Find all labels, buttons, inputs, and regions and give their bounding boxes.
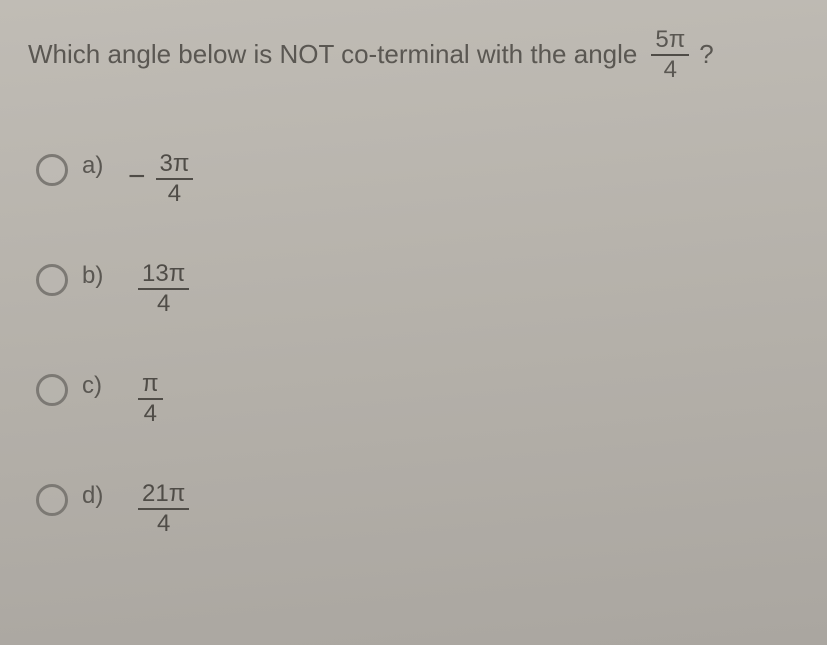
negative-sign: − [128, 162, 146, 192]
option-numerator: 3π [156, 152, 194, 180]
option-letter: b) [82, 262, 110, 290]
option-c[interactable]: c) π 4 [36, 372, 799, 426]
radio-a[interactable] [36, 154, 68, 186]
option-denominator: 4 [153, 510, 174, 536]
option-a[interactable]: a) − 3π 4 [36, 152, 799, 206]
option-numerator: π [138, 372, 163, 400]
radio-b[interactable] [36, 264, 68, 296]
option-d[interactable]: d) 21π 4 [36, 482, 799, 536]
option-expression: 13π 4 [128, 262, 193, 316]
option-numerator: 13π [138, 262, 189, 290]
radio-d[interactable] [36, 484, 68, 516]
option-fraction: 13π 4 [138, 262, 189, 316]
option-b[interactable]: b) 13π 4 [36, 262, 799, 316]
option-fraction: 3π 4 [156, 152, 194, 206]
reference-angle-fraction: 5π 4 [651, 28, 689, 82]
option-denominator: 4 [153, 290, 174, 316]
radio-c[interactable] [36, 374, 68, 406]
option-expression: 21π 4 [128, 482, 193, 536]
question-text: Which angle below is NOT co-terminal wit… [28, 39, 637, 70]
option-expression: π 4 [128, 372, 167, 426]
reference-denominator: 4 [660, 56, 681, 82]
question-stem: Which angle below is NOT co-terminal wit… [28, 28, 799, 82]
question-page: Which angle below is NOT co-terminal wit… [0, 0, 827, 645]
option-fraction: π 4 [138, 372, 163, 426]
option-letter: a) [82, 152, 110, 180]
option-denominator: 4 [164, 180, 185, 206]
option-numerator: 21π [138, 482, 189, 510]
option-letter: c) [82, 372, 110, 400]
reference-numerator: 5π [651, 28, 689, 56]
option-expression: − 3π 4 [128, 152, 197, 206]
question-mark: ? [699, 39, 713, 70]
options-list: a) − 3π 4 b) 13π 4 c) [36, 152, 799, 536]
option-fraction: 21π 4 [138, 482, 189, 536]
option-letter: d) [82, 482, 110, 510]
option-denominator: 4 [140, 400, 161, 426]
